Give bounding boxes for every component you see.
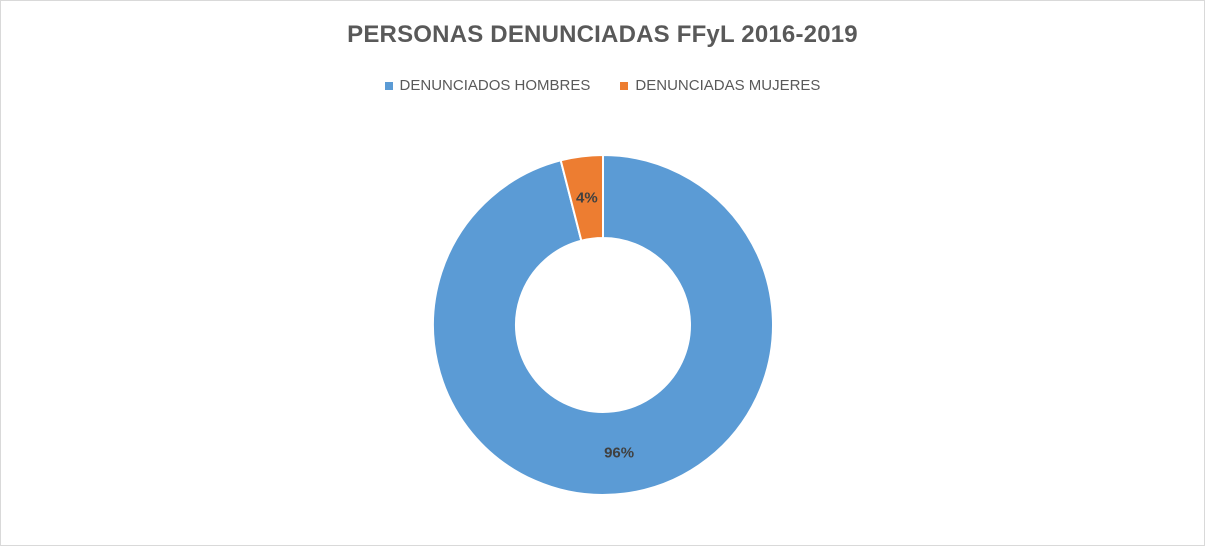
legend-label-mujeres: DENUNCIADAS MUJERES [635,77,821,94]
donut-slice-mujeres [559,153,604,242]
legend-swatch-mujeres [620,81,629,90]
legend-swatch-hombres [384,81,393,90]
data-label-hombres: 96% [604,444,634,461]
data-label-mujeres: 4% [576,190,598,207]
legend: DENUNCIADOS HOMBRES DENUNCIADAS MUJERES [1,77,1204,94]
legend-item-hombres: DENUNCIADOS HOMBRES [384,77,591,94]
legend-label-hombres: DENUNCIADOS HOMBRES [399,77,591,94]
donut-slice-hombres [432,153,774,496]
chart-title: PERSONAS DENUNCIADAS FFyL 2016-2019 [347,21,858,48]
legend-item-mujeres: DENUNCIADAS MUJERES [620,77,820,94]
